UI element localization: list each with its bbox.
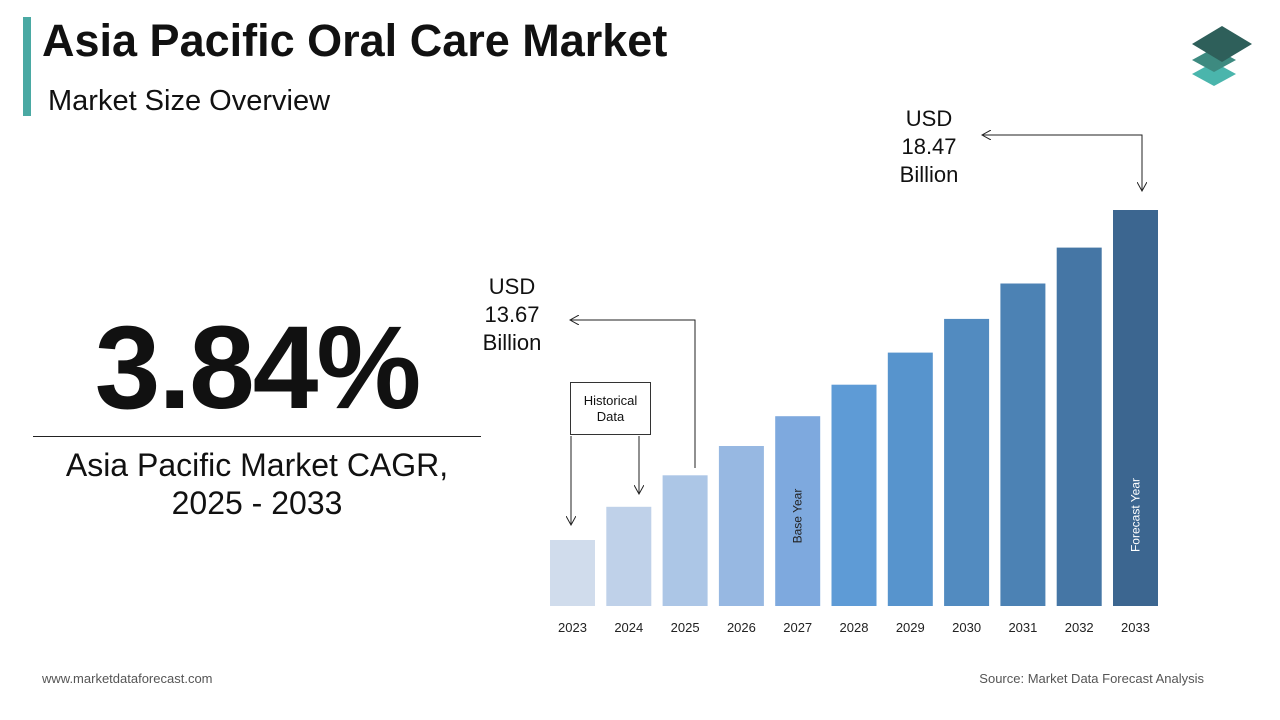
callout-2025-unit: Billion xyxy=(482,330,542,355)
x-tick-2032: 2032 xyxy=(1065,620,1094,635)
footer-source: Source: Market Data Forecast Analysis xyxy=(979,671,1204,686)
arrow-2033-callout xyxy=(983,135,1143,190)
bar-2025 xyxy=(662,475,708,606)
x-tick-2029: 2029 xyxy=(896,620,925,635)
bar-2031 xyxy=(1000,283,1046,606)
title-accent-bar xyxy=(23,17,31,116)
arrow-2025-callout xyxy=(571,320,696,468)
x-tick-2023: 2023 xyxy=(558,620,587,635)
x-tick-2027: 2027 xyxy=(783,620,812,635)
callout-2025-amount: 13.67 xyxy=(484,302,540,327)
historical-data-line2: Data xyxy=(596,408,625,424)
x-tick-2026: 2026 xyxy=(727,620,756,635)
cagr-value: 3.84% xyxy=(94,302,422,434)
bar-2030 xyxy=(944,318,990,606)
cagr-label-line1: Asia Pacific Market CAGR, xyxy=(65,447,449,483)
logo-layer-top xyxy=(1192,26,1252,62)
bar-label-2033: Forecast Year xyxy=(1129,478,1143,552)
cagr-divider xyxy=(33,436,481,437)
bar-2026 xyxy=(718,446,764,606)
chart-x-tick-labels: 2023 2024 2025 2026 2027 2028 2029 2030 2031 2032… xyxy=(558,620,1150,635)
callout-2025-value: USD 13.67 Billion xyxy=(472,273,552,357)
callout-2033-amount: 18.47 xyxy=(901,134,957,159)
bar-label-2027: Base Year xyxy=(791,489,805,544)
historical-data-box: Historical Data xyxy=(570,382,651,435)
chart-arrows xyxy=(571,135,1142,524)
bar-2028 xyxy=(831,384,877,606)
chart-bars xyxy=(550,210,1158,606)
stacked-layers-icon xyxy=(1192,26,1252,86)
footer-website[interactable]: www.marketdataforecast.com xyxy=(42,671,213,686)
bar-2024 xyxy=(606,506,652,606)
x-tick-2030: 2030 xyxy=(952,620,981,635)
cagr-label-line2: 2025 - 2033 xyxy=(171,485,343,521)
x-tick-2028: 2028 xyxy=(840,620,869,635)
callout-2025-currency: USD xyxy=(488,274,536,299)
page-title: Asia Pacific Oral Care Market xyxy=(42,15,668,66)
historical-data-line1: Historical xyxy=(583,392,638,408)
bar-2023 xyxy=(550,540,595,606)
page-subtitle: Market Size Overview xyxy=(48,85,331,117)
chart-bar-labels: Base Year Forecast Year xyxy=(791,478,1143,552)
bar-2027 xyxy=(775,416,821,606)
bar-2029 xyxy=(887,352,933,606)
x-tick-2033: 2033 xyxy=(1121,620,1150,635)
x-tick-2031: 2031 xyxy=(1008,620,1037,635)
callout-2033-unit: Billion xyxy=(899,162,959,187)
bar-2033 xyxy=(1113,210,1158,606)
callout-2033-currency: USD xyxy=(905,106,953,131)
logo-layer-bottom xyxy=(1192,62,1236,86)
callout-2033-value: USD 18.47 Billion xyxy=(889,105,969,189)
cagr-label: Asia Pacific Market CAGR, 2025 - 2033 xyxy=(33,446,481,522)
x-tick-2025: 2025 xyxy=(671,620,700,635)
bar-2032 xyxy=(1056,247,1102,606)
x-tick-2024: 2024 xyxy=(614,620,643,635)
